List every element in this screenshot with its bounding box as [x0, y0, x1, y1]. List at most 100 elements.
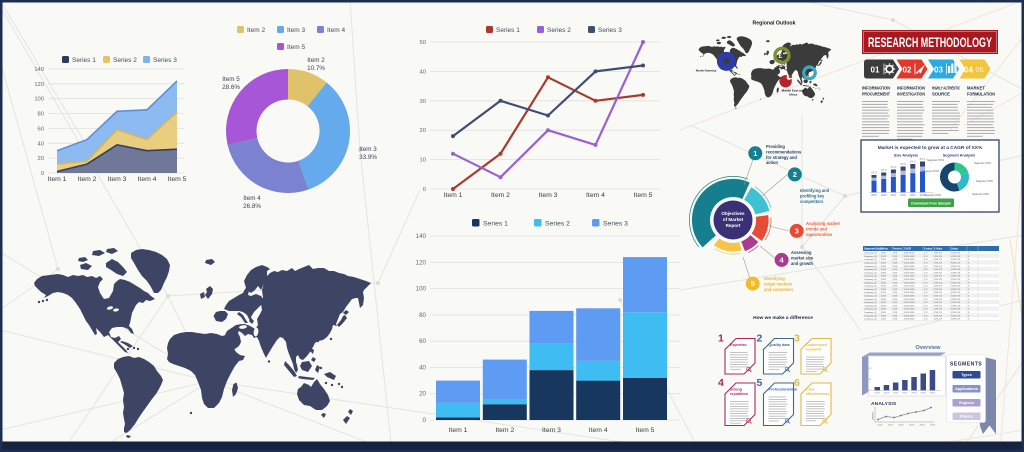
svg-text:40: 40 — [38, 141, 44, 147]
svg-text:Africa: Africa — [789, 93, 798, 97]
svg-text:target markets: target markets — [764, 281, 793, 286]
svg-text:XXX: XXX — [893, 302, 898, 304]
svg-text:X2: X2 — [869, 368, 872, 370]
svg-text:20XX: 20XX — [919, 425, 925, 427]
svg-text:Status: Status — [951, 248, 959, 251]
svg-text:2019-2030: 2019-2030 — [904, 256, 915, 258]
svg-text:2019: 2019 — [881, 256, 887, 258]
svg-text:2019: 2019 — [881, 259, 887, 261]
svg-text:Series 3: Series 3 — [153, 57, 177, 64]
svg-text:2019: 2019 — [881, 282, 887, 284]
svg-text:Item 3: Item 3 — [108, 176, 127, 183]
svg-text:XXXX.XX: XXXX.XX — [951, 309, 961, 311]
svg-text:2019: 2019 — [881, 286, 887, 288]
svg-text:XXX.XX: XXX.XX — [934, 319, 942, 321]
svg-text:2019: 2019 — [881, 292, 887, 294]
svg-text:Company (1): Company (1) — [864, 296, 877, 298]
svg-text:trends and: trends and — [806, 226, 827, 231]
svg-text:ANALYSIS: ANALYSIS — [871, 401, 897, 407]
svg-text:2019: 2019 — [881, 266, 887, 268]
svg-text:XXX.XX: XXX.XX — [934, 309, 942, 311]
svg-text:2019-2030: 2019-2030 — [904, 315, 915, 317]
svg-text:2019: 2019 — [881, 319, 887, 321]
svg-text:Company (1): Company (1) — [864, 319, 877, 321]
svg-text:X: X — [968, 282, 970, 284]
svg-text:SEGMENTS: SEGMENTS — [950, 362, 982, 368]
svg-text:X: X — [968, 305, 970, 307]
svg-text:XXX.XX: XXX.XX — [934, 272, 942, 274]
svg-text:20XX: 20XX — [910, 194, 916, 197]
svg-text:Item 1: Item 1 — [444, 192, 463, 199]
svg-text:120: 120 — [34, 82, 44, 88]
svg-text:Series 3: Series 3 — [603, 221, 628, 228]
svg-text:2019-2030: 2019-2030 — [904, 309, 915, 311]
svg-text:XXXX.XX: XXXX.XX — [951, 315, 961, 317]
svg-text:20XX: 20XX — [898, 425, 904, 427]
svg-text:XXX: XXX — [893, 272, 898, 274]
svg-text:28.6%: 28.6% — [222, 84, 240, 91]
svg-text:20XX: 20XX — [930, 425, 936, 427]
svg-text:X: X — [968, 263, 970, 265]
svg-text:2019-2030: 2019-2030 — [904, 286, 915, 288]
svg-text:140: 140 — [34, 67, 44, 73]
svg-text:1: 1 — [718, 333, 724, 345]
svg-text:X: X — [968, 309, 970, 311]
svg-text:20XX: 20XX — [930, 393, 936, 395]
svg-text:Expertise: Expertise — [730, 343, 747, 347]
svg-text:2019: 2019 — [881, 279, 887, 281]
svg-text:XXX.XX: XXX.XX — [934, 296, 942, 298]
svg-text:RESEARCH METHODOLOGY: RESEARCH METHODOLOGY — [868, 35, 992, 50]
svg-text:XXX.XX: XXX.XX — [934, 292, 942, 294]
svg-text:XXX.XX: XXX.XX — [934, 279, 942, 281]
svg-text:XXXX.XX: XXXX.XX — [951, 263, 961, 265]
svg-text:X: X — [968, 296, 970, 298]
svg-text:Series 2: Series 2 — [545, 221, 570, 228]
svg-text:2: 2 — [757, 333, 763, 345]
svg-text:Segment XX%: Segment XX% — [974, 161, 992, 165]
svg-text:Periods: Periods — [893, 248, 902, 251]
svg-text:2019-2030: 2019-2030 — [904, 282, 915, 284]
svg-text:X.X: X.X — [924, 279, 928, 281]
svg-text:reputation: reputation — [730, 392, 749, 396]
svg-text:XXX: XXX — [893, 253, 898, 255]
svg-text:X.X: X.X — [924, 286, 928, 288]
svg-text:20XX: 20XX — [881, 194, 887, 197]
svg-text:10: 10 — [420, 158, 426, 164]
svg-text:Segment Analysis: Segment Analysis — [943, 154, 976, 158]
svg-text:Company (1): Company (1) — [864, 292, 877, 294]
svg-text:2019-2030: 2019-2030 — [904, 296, 915, 298]
svg-text:2019-2030: 2019-2030 — [904, 253, 915, 255]
svg-text:Middle East and: Middle East and — [782, 89, 805, 93]
svg-text:XXX: XXX — [893, 319, 898, 321]
svg-text:X.X: X.X — [924, 309, 928, 311]
svg-text:XXXX.XX: XXXX.XX — [951, 282, 961, 284]
svg-text:Item 1: Item 1 — [449, 427, 468, 434]
svg-text:effectiveness: effectiveness — [806, 392, 829, 396]
svg-text:Overview: Overview — [916, 345, 942, 351]
svg-text:Item 5: Item 5 — [222, 76, 240, 83]
svg-text:Item 1: Item 1 — [48, 176, 67, 183]
svg-text:20XX: 20XX — [893, 393, 899, 395]
svg-text:X.X: X.X — [924, 302, 928, 304]
svg-text:Company (1): Company (1) — [864, 272, 877, 274]
svg-text:CAGR: CAGR — [904, 248, 911, 251]
svg-text:SOURCE: SOURCE — [932, 92, 950, 97]
svg-text:Item 5: Item 5 — [287, 44, 305, 51]
svg-text:XXX: XXX — [893, 256, 898, 258]
svg-text:X: X — [968, 279, 970, 281]
svg-text:Company (1): Company (1) — [864, 266, 877, 268]
svg-text:20: 20 — [420, 128, 426, 134]
svg-text:$ Year: $ Year — [881, 248, 888, 251]
svg-text:2019-2030: 2019-2030 — [904, 319, 915, 321]
svg-text:100: 100 — [416, 286, 427, 293]
svg-text:XXX: XXX — [893, 279, 898, 281]
svg-text:100: 100 — [34, 97, 44, 103]
svg-text:XXXX.XX: XXXX.XX — [951, 296, 961, 298]
svg-text:40: 40 — [420, 69, 426, 75]
svg-text:Company (1): Company (1) — [864, 256, 877, 258]
svg-text:2019: 2019 — [881, 263, 887, 265]
svg-text:Item 4: Item 4 — [243, 195, 261, 202]
svg-text:20XX: 20XX — [877, 425, 883, 427]
svg-text:XXXX.XX: XXXX.XX — [951, 299, 961, 301]
svg-text:XXX.XX: XXX.XX — [934, 276, 942, 278]
